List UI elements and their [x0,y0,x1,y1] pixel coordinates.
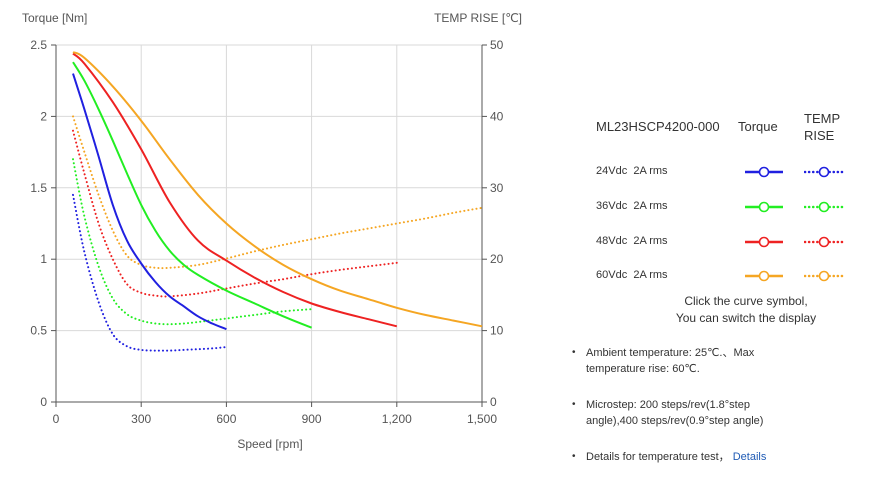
legend-symbol-marker [758,166,770,178]
left-y-tick-label: 0.5 [30,324,47,338]
legend-symbol-marker [818,166,830,178]
x-tick-label: 1,500 [467,412,497,426]
chart-series [72,51,483,352]
right-axis-title: TEMP RISE [℃] [434,11,522,25]
right-y-tick-label: 0 [490,395,497,409]
left-y-tick-label: 2.5 [30,38,47,52]
torque-curve-toggle-48v[interactable] [744,232,784,252]
left-y-tick-label: 1 [40,252,47,266]
notes-list: Ambient temperature: 25℃.、Max temperatur… [570,345,800,485]
x-tick-label: 1,200 [382,412,412,426]
temp-curve-toggle-24v[interactable] [804,162,844,182]
temp-curve-toggle-48v[interactable] [804,232,844,252]
left-axis-title: Torque [Nm] [22,11,87,25]
details-link[interactable]: Details [732,451,767,463]
legend-torque-header: Torque [738,119,778,134]
legend-temp-header-line1: TEMP [804,111,841,126]
note-ambient: Ambient temperature: 25℃.、Max temperatur… [570,345,800,377]
temp-rise-line-36vdc [72,158,313,326]
temp-curve-toggle-36v[interactable] [804,197,844,217]
legend-model-name: ML23HSCP4200-000 [596,119,720,134]
right-y-tick-label: 30 [490,181,504,195]
legend-symbol-marker [758,270,770,282]
torque-line-60vdc [72,51,483,328]
legend-hint-line1: Click the curve symbol, [684,294,808,308]
note-microstep: Microstep: 200 steps/rev(1.8°step angle)… [570,397,800,429]
torque-line-24vdc [72,73,227,331]
legend-temp-header: TEMP RISE [804,110,840,144]
temp-curve-toggle-60v[interactable] [804,266,844,286]
left-y-tick-label: 0 [40,395,47,409]
note-details: Details for temperature test， Details [570,449,800,465]
legend-symbol-marker [818,236,830,248]
right-y-tick-label: 10 [490,324,504,338]
legend-symbol-marker [758,236,770,248]
left-y-tick-label: 2 [40,109,47,123]
torque-temperature-chart: 0 300 600 900 1,200 1,500 0 0.5 1 1.5 2 2.5 0 10 20 30 4… [22,11,522,451]
temp-rise-line-60vdc [72,115,483,270]
torque-line-36vdc [72,61,312,329]
legend-symbol-marker [758,201,770,213]
legend-hint: Click the curve symbol, You can switch t… [560,293,887,327]
legend-hint-line2: You can switch the display [675,311,817,325]
temp-rise-line-48vdc [72,129,398,298]
legend-row-label: 24Vdc 2A rms [596,165,668,177]
note-details-text: Details for temperature test， [586,451,730,463]
x-tick-label: 0 [53,412,60,426]
right-y-tick-label: 40 [490,109,504,123]
torque-line-48vdc [72,52,398,328]
chart-axes: 0 300 600 900 1,200 1,500 0 0.5 1 1.5 2 2.5 0 10 20 30 4… [30,38,503,426]
right-y-tick-label: 50 [490,38,504,52]
legend-symbol-marker [818,270,830,282]
temp-rise-line-24vdc [72,193,228,352]
x-tick-label: 300 [131,412,151,426]
legend-symbol-marker [818,201,830,213]
right-y-tick-label: 20 [490,252,504,266]
legend-row-label: 36Vdc 2A rms [596,200,668,212]
legend-temp-header-line2: RISE [804,128,835,143]
x-tick-label: 900 [302,412,322,426]
left-y-tick-label: 1.5 [30,181,47,195]
torque-curve-toggle-36v[interactable] [744,197,784,217]
legend-row-label: 48Vdc 2A rms [596,235,668,247]
legend-row-label: 60Vdc 2A rms [596,269,668,281]
torque-curve-toggle-24v[interactable] [744,162,784,182]
torque-curve-toggle-60v[interactable] [744,266,784,286]
x-axis-title: Speed [rpm] [237,437,302,451]
x-tick-label: 600 [216,412,236,426]
